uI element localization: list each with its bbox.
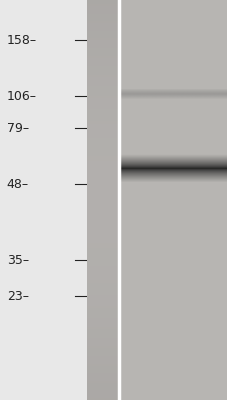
Text: 48–: 48– [7, 178, 29, 190]
FancyBboxPatch shape [119, 0, 225, 400]
Text: 79–: 79– [7, 122, 29, 134]
FancyBboxPatch shape [86, 0, 117, 400]
Text: 158–: 158– [7, 34, 37, 46]
FancyBboxPatch shape [0, 0, 86, 400]
Text: 106–: 106– [7, 90, 37, 102]
Text: 23–: 23– [7, 290, 29, 302]
Text: 35–: 35– [7, 254, 29, 266]
